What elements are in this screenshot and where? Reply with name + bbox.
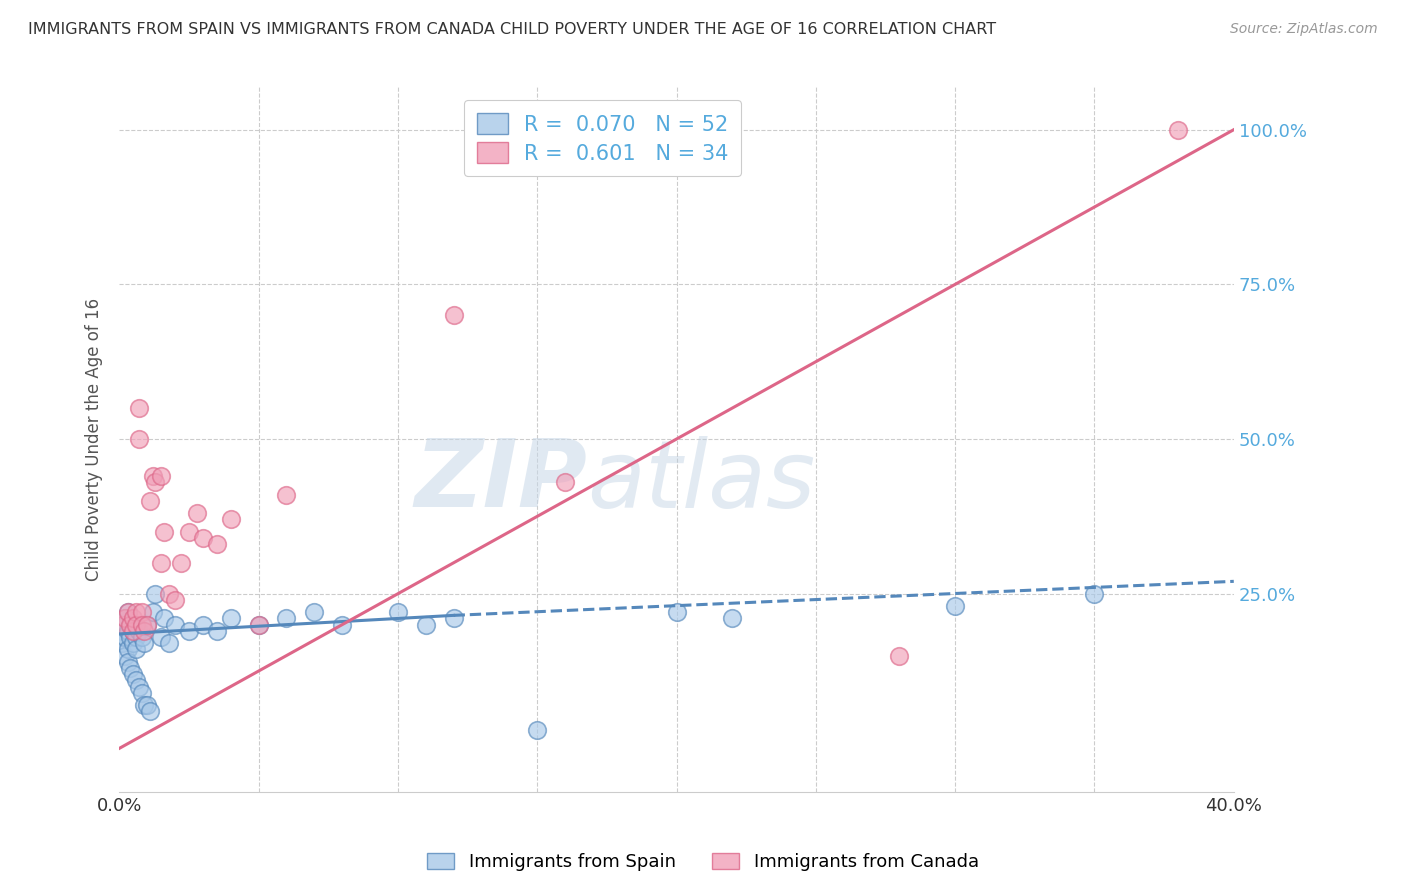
- Point: [131, 617, 153, 632]
- Point: [665, 605, 688, 619]
- Point: [150, 630, 173, 644]
- Point: [145, 587, 167, 601]
- Point: [114, 630, 136, 644]
- Point: [125, 673, 148, 688]
- Point: [111, 636, 134, 650]
- Point: [247, 617, 270, 632]
- Point: [159, 636, 181, 650]
- Point: [134, 698, 156, 712]
- Point: [111, 624, 134, 638]
- Point: [159, 587, 181, 601]
- Point: [142, 605, 165, 619]
- Point: [554, 475, 576, 490]
- Point: [136, 698, 159, 712]
- Point: [153, 524, 176, 539]
- Point: [177, 624, 200, 638]
- Point: [721, 611, 744, 625]
- Point: [125, 605, 148, 619]
- Point: [276, 611, 298, 625]
- Point: [150, 469, 173, 483]
- Text: Source: ZipAtlas.com: Source: ZipAtlas.com: [1230, 22, 1378, 37]
- Point: [128, 432, 150, 446]
- Point: [889, 648, 911, 663]
- Point: [186, 506, 208, 520]
- Point: [1167, 122, 1189, 136]
- Point: [128, 624, 150, 638]
- Point: [122, 667, 145, 681]
- Point: [526, 723, 548, 737]
- Point: [111, 617, 134, 632]
- Text: ZIP: ZIP: [415, 435, 588, 527]
- Point: [134, 624, 156, 638]
- Point: [117, 605, 139, 619]
- Point: [117, 605, 139, 619]
- Point: [139, 494, 162, 508]
- Point: [142, 469, 165, 483]
- Point: [1083, 587, 1105, 601]
- Text: atlas: atlas: [588, 436, 815, 527]
- Point: [247, 617, 270, 632]
- Point: [169, 556, 191, 570]
- Point: [114, 611, 136, 625]
- Point: [125, 617, 148, 632]
- Point: [177, 524, 200, 539]
- Point: [276, 488, 298, 502]
- Point: [122, 636, 145, 650]
- Point: [111, 617, 134, 632]
- Point: [304, 605, 326, 619]
- Point: [114, 611, 136, 625]
- Point: [330, 617, 353, 632]
- Point: [128, 680, 150, 694]
- Point: [111, 630, 134, 644]
- Point: [125, 630, 148, 644]
- Point: [131, 630, 153, 644]
- Point: [139, 704, 162, 718]
- Point: [163, 593, 186, 607]
- Y-axis label: Child Poverty Under the Age of 16: Child Poverty Under the Age of 16: [86, 297, 103, 581]
- Point: [163, 617, 186, 632]
- Point: [191, 531, 214, 545]
- Point: [122, 611, 145, 625]
- Point: [136, 617, 159, 632]
- Point: [219, 611, 242, 625]
- Text: IMMIGRANTS FROM SPAIN VS IMMIGRANTS FROM CANADA CHILD POVERTY UNDER THE AGE OF 1: IMMIGRANTS FROM SPAIN VS IMMIGRANTS FROM…: [28, 22, 997, 37]
- Point: [120, 617, 142, 632]
- Point: [191, 617, 214, 632]
- Point: [117, 624, 139, 638]
- Point: [131, 686, 153, 700]
- Point: [415, 617, 437, 632]
- Point: [131, 605, 153, 619]
- Point: [219, 512, 242, 526]
- Point: [122, 624, 145, 638]
- Point: [150, 556, 173, 570]
- Point: [120, 617, 142, 632]
- Point: [134, 636, 156, 650]
- Point: [114, 617, 136, 632]
- Point: [205, 537, 228, 551]
- Point: [120, 630, 142, 644]
- Point: [136, 617, 159, 632]
- Point: [120, 661, 142, 675]
- Point: [153, 611, 176, 625]
- Point: [128, 401, 150, 416]
- Point: [117, 642, 139, 657]
- Point: [114, 648, 136, 663]
- Legend: R =  0.070   N = 52, R =  0.601   N = 34: R = 0.070 N = 52, R = 0.601 N = 34: [464, 100, 741, 176]
- Legend: Immigrants from Spain, Immigrants from Canada: Immigrants from Spain, Immigrants from C…: [420, 846, 986, 879]
- Point: [122, 624, 145, 638]
- Point: [145, 475, 167, 490]
- Point: [117, 655, 139, 669]
- Point: [443, 308, 465, 322]
- Point: [943, 599, 966, 613]
- Point: [387, 605, 409, 619]
- Point: [443, 611, 465, 625]
- Point: [125, 642, 148, 657]
- Point: [205, 624, 228, 638]
